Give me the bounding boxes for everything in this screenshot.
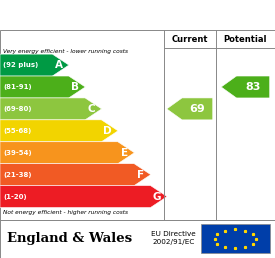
Polygon shape xyxy=(221,76,270,98)
Text: 83: 83 xyxy=(245,82,261,92)
Polygon shape xyxy=(167,98,213,120)
Text: Not energy efficient - higher running costs: Not energy efficient - higher running co… xyxy=(3,210,128,215)
Polygon shape xyxy=(0,186,167,207)
Text: Very energy efficient - lower running costs: Very energy efficient - lower running co… xyxy=(3,49,128,54)
Text: B: B xyxy=(71,82,79,92)
Polygon shape xyxy=(0,98,102,120)
Text: (1-20): (1-20) xyxy=(3,194,27,199)
Polygon shape xyxy=(0,142,134,164)
Text: Potential: Potential xyxy=(224,35,267,44)
Text: EU Directive
2002/91/EC: EU Directive 2002/91/EC xyxy=(151,231,196,245)
Text: (81-91): (81-91) xyxy=(3,84,32,90)
Polygon shape xyxy=(0,120,118,142)
Text: Energy Efficiency Rating: Energy Efficiency Rating xyxy=(8,8,210,23)
Text: G: G xyxy=(153,191,161,201)
Text: A: A xyxy=(55,60,63,70)
Polygon shape xyxy=(0,76,85,98)
Text: (69-80): (69-80) xyxy=(3,106,32,112)
Text: E: E xyxy=(120,148,128,158)
Text: England & Wales: England & Wales xyxy=(7,232,132,245)
Polygon shape xyxy=(0,54,69,76)
Text: (39-54): (39-54) xyxy=(3,150,32,156)
Text: Current: Current xyxy=(172,35,208,44)
Text: C: C xyxy=(87,104,95,114)
Text: (92 plus): (92 plus) xyxy=(3,62,38,68)
Bar xyxy=(201,224,270,253)
Text: 69: 69 xyxy=(189,104,205,114)
Polygon shape xyxy=(0,164,151,186)
Text: D: D xyxy=(103,126,112,136)
Text: (55-68): (55-68) xyxy=(3,128,32,134)
Text: F: F xyxy=(137,170,144,180)
Text: (21-38): (21-38) xyxy=(3,172,32,178)
